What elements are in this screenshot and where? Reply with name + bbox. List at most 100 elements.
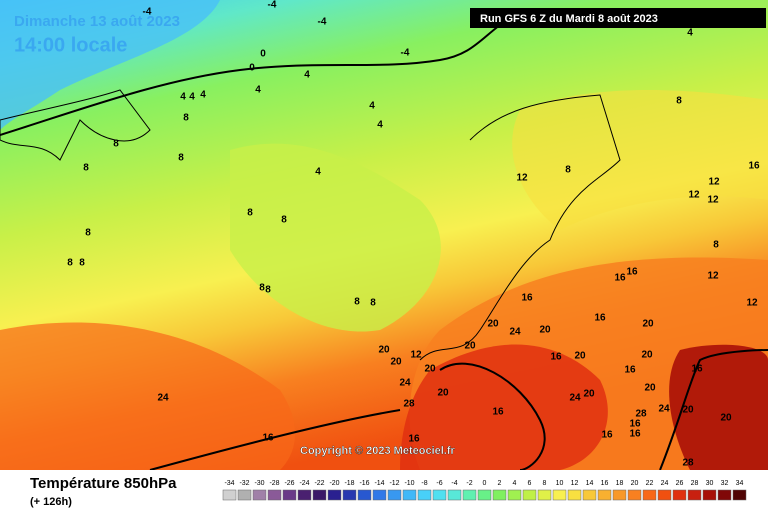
scale-swatch bbox=[552, 489, 567, 501]
scale-swatch bbox=[282, 489, 297, 501]
scale-label: 30 bbox=[706, 480, 714, 487]
contour-label: 20 bbox=[464, 341, 476, 352]
contour-label: -4 bbox=[401, 48, 410, 59]
scale-label: 18 bbox=[616, 480, 624, 487]
contour-label: 16 bbox=[492, 407, 504, 418]
contour-label: 12 bbox=[746, 298, 758, 309]
contour-label: 28 bbox=[682, 458, 694, 469]
scale-swatch bbox=[612, 489, 627, 501]
contour-label: 4 bbox=[189, 92, 195, 103]
contour-label: -4 bbox=[318, 17, 327, 28]
scale-swatch bbox=[627, 489, 642, 501]
contour-label: 8 bbox=[259, 283, 265, 294]
scale-swatch bbox=[252, 489, 267, 501]
color-scale: -34 -32 -30 -28 -26 -24 -22 -20 -18 -16 -14 -12 -10-… bbox=[222, 480, 747, 501]
contour-label: 0 bbox=[260, 49, 266, 60]
contour-label: 24 bbox=[658, 404, 670, 415]
scale-swatch bbox=[372, 489, 387, 501]
contour-label: 20 bbox=[574, 351, 586, 362]
contour-label: 8 bbox=[178, 153, 184, 164]
contour-label: 28 bbox=[635, 409, 647, 420]
contour-label: 20 bbox=[682, 405, 694, 416]
scale-swatch bbox=[237, 489, 252, 501]
contour-label: 24 bbox=[509, 327, 521, 338]
scale-swatch bbox=[537, 489, 552, 501]
contour-label: 16 bbox=[624, 365, 636, 376]
scale-swatch bbox=[312, 489, 327, 501]
scale-label: 26 bbox=[676, 480, 684, 487]
contour-label: 20 bbox=[720, 413, 732, 424]
contour-label: 12 bbox=[516, 173, 528, 184]
scale-label: -2 bbox=[466, 480, 472, 487]
contour-label: 8 bbox=[370, 298, 376, 309]
run-banner bbox=[470, 8, 766, 28]
contour-label: 20 bbox=[390, 357, 402, 368]
forecast-time: 14:00 locale bbox=[14, 34, 127, 56]
scale-label: -32 bbox=[239, 480, 249, 487]
contour-label: 16 bbox=[748, 161, 760, 172]
contour-label: 4 bbox=[180, 92, 186, 103]
contour-label: -4 bbox=[268, 0, 277, 11]
contour-label: 24 bbox=[157, 393, 169, 404]
scale-swatch bbox=[702, 489, 717, 501]
scale-label: -24 bbox=[299, 480, 309, 487]
contour-label: 4 bbox=[687, 28, 693, 39]
contour-label: 8 bbox=[713, 240, 719, 251]
scale-swatch bbox=[342, 489, 357, 501]
scale-label: -34 bbox=[224, 480, 234, 487]
contour-label: 28 bbox=[403, 399, 415, 410]
scale-swatch bbox=[582, 489, 597, 501]
scale-swatch bbox=[732, 489, 747, 501]
scale-swatch bbox=[492, 489, 507, 501]
scale-label: -4 bbox=[451, 480, 457, 487]
copyright: Copyright © 2023 Meteociel.fr bbox=[300, 445, 456, 457]
contour-label: 20 bbox=[642, 319, 654, 330]
contour-label: 16 bbox=[594, 313, 606, 324]
scale-label: -16 bbox=[359, 480, 369, 487]
scale-swatch bbox=[477, 489, 492, 501]
scale-swatch bbox=[327, 489, 342, 501]
contour-label: 8 bbox=[265, 285, 271, 296]
map-background bbox=[0, 0, 768, 471]
scale-swatch bbox=[432, 489, 447, 501]
contour-label: 20 bbox=[583, 389, 595, 400]
scale-label: 0 bbox=[483, 480, 487, 487]
scale-swatch bbox=[462, 489, 477, 501]
scale-label: -12 bbox=[389, 480, 399, 487]
contour-label: 24 bbox=[399, 378, 411, 389]
scale-label: -14 bbox=[374, 480, 384, 487]
contour-label: 8 bbox=[281, 215, 287, 226]
scale-swatch bbox=[687, 489, 702, 501]
contour-label: 8 bbox=[183, 113, 189, 124]
scale-swatch bbox=[222, 489, 237, 501]
scale-swatch bbox=[642, 489, 657, 501]
scale-label: 10 bbox=[556, 480, 564, 487]
scale-label: 14 bbox=[586, 480, 594, 487]
contour-label: 4 bbox=[369, 101, 375, 112]
contour-label: 12 bbox=[688, 190, 700, 201]
forecast-date: Dimanche 13 août 2023 bbox=[14, 13, 180, 30]
contour-label: 12 bbox=[410, 350, 422, 361]
contour-label: 4 bbox=[304, 70, 310, 81]
scale-swatch bbox=[357, 489, 372, 501]
scale-label: -10 bbox=[404, 480, 414, 487]
contour-label: 12 bbox=[708, 177, 720, 188]
contour-label: 8 bbox=[565, 165, 571, 176]
contour-label: 8 bbox=[85, 228, 91, 239]
contour-label: 8 bbox=[354, 297, 360, 308]
contour-label: 20 bbox=[644, 383, 656, 394]
contour-label: 0 bbox=[249, 63, 255, 74]
contour-label: 16 bbox=[521, 293, 533, 304]
scale-label: 2 bbox=[498, 480, 502, 487]
scale-label: 8 bbox=[543, 480, 547, 487]
contour-label: 24 bbox=[569, 393, 581, 404]
contour-label: 20 bbox=[487, 319, 499, 330]
contour-label: 8 bbox=[113, 139, 119, 150]
lead-time: (+ 126h) bbox=[30, 496, 72, 508]
contour-label: 12 bbox=[707, 195, 719, 206]
contour-label: 16 bbox=[601, 430, 613, 441]
scale-label: -26 bbox=[284, 480, 294, 487]
contour-label: 20 bbox=[437, 388, 449, 399]
scale-swatch bbox=[597, 489, 612, 501]
